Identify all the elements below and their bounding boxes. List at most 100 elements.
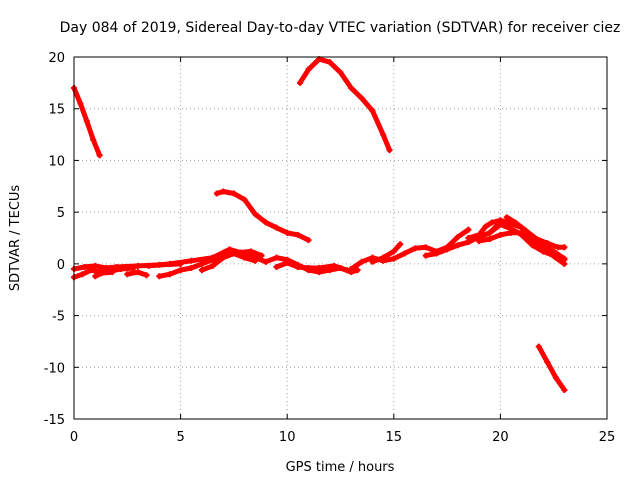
data-point — [465, 226, 472, 233]
x-tick-label: 0 — [70, 430, 78, 445]
data-point — [512, 219, 519, 226]
series-line-segment-3 — [297, 56, 392, 153]
data-point — [348, 85, 355, 92]
data-point — [522, 227, 529, 234]
data-point — [369, 258, 376, 265]
data-point — [422, 252, 429, 259]
data-point — [343, 267, 350, 274]
data-point — [535, 343, 542, 350]
data-point — [230, 190, 237, 197]
data-point — [188, 264, 195, 271]
data-point — [482, 223, 489, 230]
x-tick-label: 25 — [599, 430, 616, 445]
data-point — [241, 196, 248, 203]
data-point — [262, 219, 269, 226]
data-point — [198, 260, 205, 267]
series-line-segment-2 — [214, 189, 311, 243]
data-point — [380, 131, 387, 138]
data-point — [316, 264, 323, 271]
data-point — [113, 263, 120, 270]
y-tick-label: 10 — [48, 154, 65, 169]
data-point — [518, 229, 525, 236]
data-point — [273, 224, 280, 231]
chart-title: Day 084 of 2019, Sidereal Day-to-day VTE… — [60, 20, 621, 36]
data-point — [209, 262, 216, 269]
data-point — [422, 244, 429, 251]
data-point — [552, 254, 559, 261]
series-line-segment-4 — [536, 344, 567, 393]
data-point — [454, 233, 461, 240]
y-tick-label: 15 — [48, 103, 65, 118]
data-point — [497, 231, 504, 238]
data-point — [220, 254, 227, 261]
x-tick-label: 20 — [492, 430, 509, 445]
data-point — [354, 267, 361, 274]
data-point — [83, 118, 90, 125]
data-point — [79, 271, 86, 278]
data-point — [331, 262, 338, 269]
data-point — [258, 252, 265, 259]
series-group — [71, 56, 568, 394]
y-tick-label: 5 — [57, 206, 65, 221]
data-point — [433, 250, 440, 257]
data-point — [476, 238, 483, 245]
data-point — [213, 190, 220, 197]
data-point — [476, 231, 483, 238]
data-point — [284, 229, 291, 236]
x-tick-label: 5 — [176, 430, 184, 445]
x-axis-ticks: 0 5 10 15 20 25 — [70, 57, 615, 445]
data-point — [401, 250, 408, 257]
data-point — [226, 246, 233, 253]
data-point — [166, 260, 173, 267]
data-point — [177, 267, 184, 274]
data-point — [497, 221, 504, 228]
data-point — [294, 231, 301, 238]
y-axis-label: SDTVAR / TECUs — [8, 185, 23, 292]
data-point — [348, 266, 355, 273]
data-point — [294, 263, 301, 270]
data-point — [241, 254, 248, 261]
data-point — [305, 264, 312, 271]
data-point — [92, 273, 99, 280]
data-point — [273, 263, 280, 270]
data-point — [143, 272, 150, 279]
data-point — [358, 258, 365, 265]
series-line-segment-15 — [370, 241, 403, 265]
data-point — [552, 374, 559, 381]
data-point — [561, 387, 568, 394]
data-point — [98, 270, 105, 277]
data-point — [252, 211, 259, 218]
x-axis-label: GPS time / hours — [286, 460, 395, 475]
data-point — [220, 188, 227, 195]
data-point — [554, 244, 561, 251]
data-point — [230, 250, 237, 257]
data-point — [188, 257, 195, 264]
data-point — [296, 79, 303, 86]
data-point — [102, 264, 109, 271]
data-point — [209, 254, 216, 261]
data-point — [540, 245, 547, 252]
data-point — [305, 237, 312, 244]
data-point — [486, 236, 493, 243]
data-point — [390, 248, 397, 255]
data-point — [305, 66, 312, 73]
data-point — [465, 235, 472, 241]
data-point — [561, 244, 568, 251]
data-point — [488, 219, 495, 226]
x-tick-label: 10 — [279, 430, 296, 445]
data-point — [508, 229, 515, 236]
data-point — [90, 136, 97, 143]
y-axis-ticks: -15 -10 -5 0 5 10 15 20 — [44, 51, 607, 428]
data-point — [273, 254, 280, 261]
data-point — [92, 262, 99, 269]
data-point — [326, 59, 333, 66]
data-point — [247, 248, 254, 255]
data-point — [390, 255, 397, 262]
data-point — [529, 238, 536, 245]
data-point — [561, 260, 568, 267]
y-tick-label: 20 — [48, 51, 65, 66]
data-point — [369, 107, 376, 114]
data-point — [380, 254, 387, 261]
data-point — [134, 269, 141, 276]
